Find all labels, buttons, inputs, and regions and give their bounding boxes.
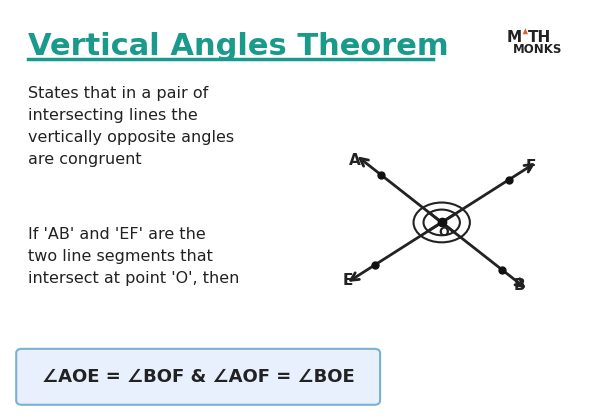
Text: If 'AB' and 'EF' are the
two line segments that
intersect at point 'O', then: If 'AB' and 'EF' are the two line segmen… bbox=[28, 226, 239, 286]
Text: F: F bbox=[526, 159, 536, 174]
Polygon shape bbox=[523, 28, 528, 34]
Text: O: O bbox=[439, 226, 449, 239]
Text: Vertical Angles Theorem: Vertical Angles Theorem bbox=[28, 32, 449, 61]
FancyBboxPatch shape bbox=[16, 349, 380, 405]
Text: B: B bbox=[514, 278, 525, 293]
Text: States that in a pair of
intersecting lines the
vertically opposite angles
are c: States that in a pair of intersecting li… bbox=[28, 86, 234, 167]
Text: MONKS: MONKS bbox=[513, 42, 563, 55]
Text: E: E bbox=[343, 273, 353, 288]
Text: TH: TH bbox=[528, 30, 551, 45]
Text: M: M bbox=[506, 30, 521, 45]
Text: ∠AOE = ∠BOF & ∠AOF = ∠BOE: ∠AOE = ∠BOF & ∠AOF = ∠BOE bbox=[42, 368, 355, 386]
Text: A: A bbox=[349, 153, 361, 168]
